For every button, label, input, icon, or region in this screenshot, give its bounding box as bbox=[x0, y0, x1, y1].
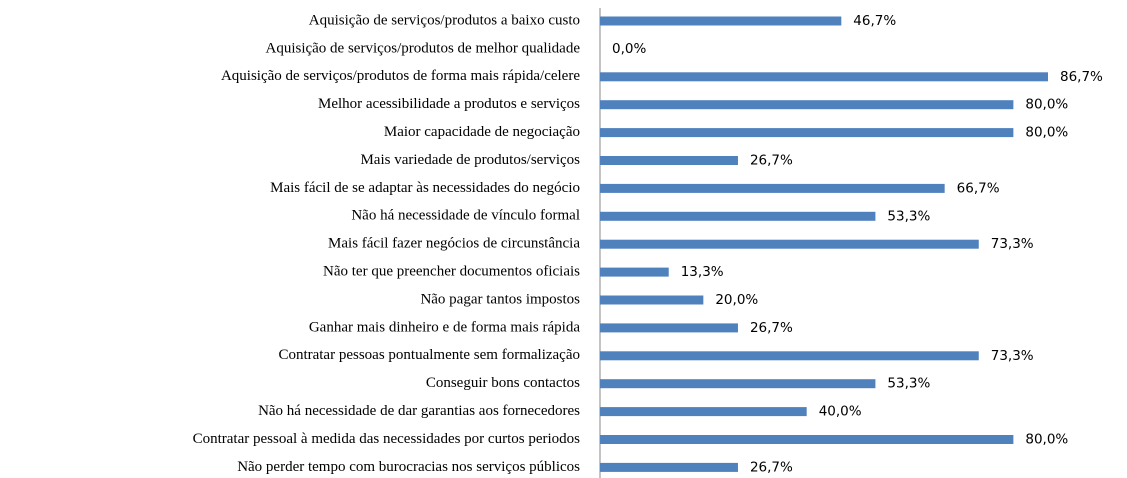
bar bbox=[600, 407, 807, 417]
value-label: 53,3% bbox=[887, 376, 930, 392]
category-label: Aquisição de serviços/produtos de forma … bbox=[221, 68, 580, 84]
bar bbox=[600, 379, 876, 389]
bar bbox=[600, 435, 1014, 444]
value-label: 73,3% bbox=[991, 348, 1034, 364]
bar bbox=[600, 72, 1048, 82]
bar bbox=[600, 239, 979, 249]
bar bbox=[600, 16, 842, 26]
bar bbox=[600, 351, 979, 361]
category-label: Não pagar tantos impostos bbox=[420, 291, 580, 307]
bar bbox=[600, 211, 876, 221]
category-label: Ganhar mais dinheiro e de forma mais ráp… bbox=[309, 319, 580, 335]
value-label: 26,7% bbox=[750, 320, 793, 336]
value-label: 13,3% bbox=[681, 264, 724, 280]
category-label: Maior capacidade de negociação bbox=[384, 124, 580, 140]
bar bbox=[600, 156, 738, 165]
value-label: 26,7% bbox=[750, 153, 793, 169]
category-label: Conseguir bons contactos bbox=[426, 375, 580, 391]
bar bbox=[600, 462, 738, 472]
value-label: 0,0% bbox=[612, 41, 646, 57]
category-label: Não perder tempo com burocracias nos ser… bbox=[237, 459, 580, 475]
category-label: Não há necessidade de vínculo formal bbox=[351, 208, 580, 224]
bar bbox=[600, 100, 1014, 110]
category-label: Contratar pessoal à medida das necessida… bbox=[193, 431, 581, 447]
value-label: 26,7% bbox=[750, 459, 793, 475]
category-label: Mais variedade de produtos/serviços bbox=[360, 152, 580, 168]
bar bbox=[600, 128, 1014, 138]
value-label: 66,7% bbox=[957, 180, 1000, 196]
value-label: 20,0% bbox=[715, 292, 758, 308]
category-label: Mais fácil de se adaptar às necessidades… bbox=[270, 180, 580, 196]
value-label: 73,3% bbox=[991, 236, 1034, 252]
bar bbox=[600, 295, 704, 305]
value-label: 80,0% bbox=[1025, 125, 1068, 141]
category-label: Mais fácil fazer negócios de circunstânc… bbox=[328, 236, 580, 252]
bar bbox=[600, 267, 669, 277]
value-label: 80,0% bbox=[1025, 432, 1068, 448]
value-label: 46,7% bbox=[853, 13, 896, 29]
value-label: 53,3% bbox=[887, 208, 930, 224]
category-label: Não há necessidade de dar garantias aos … bbox=[258, 403, 580, 419]
category-label: Aquisição de serviços/produtos a baixo c… bbox=[309, 12, 580, 28]
value-label: 86,7% bbox=[1060, 69, 1103, 85]
category-label: Não ter que preencher documentos oficiai… bbox=[323, 264, 580, 280]
category-label: Contratar pessoas pontualmente sem forma… bbox=[278, 347, 580, 363]
category-label: Aquisição de serviços/produtos de melhor… bbox=[265, 40, 580, 56]
value-label: 80,0% bbox=[1025, 97, 1068, 113]
bar bbox=[600, 183, 945, 193]
bar bbox=[600, 323, 738, 333]
value-label: 40,0% bbox=[819, 404, 862, 420]
category-label: Melhor acessibilidade a produtos e servi… bbox=[318, 96, 580, 112]
